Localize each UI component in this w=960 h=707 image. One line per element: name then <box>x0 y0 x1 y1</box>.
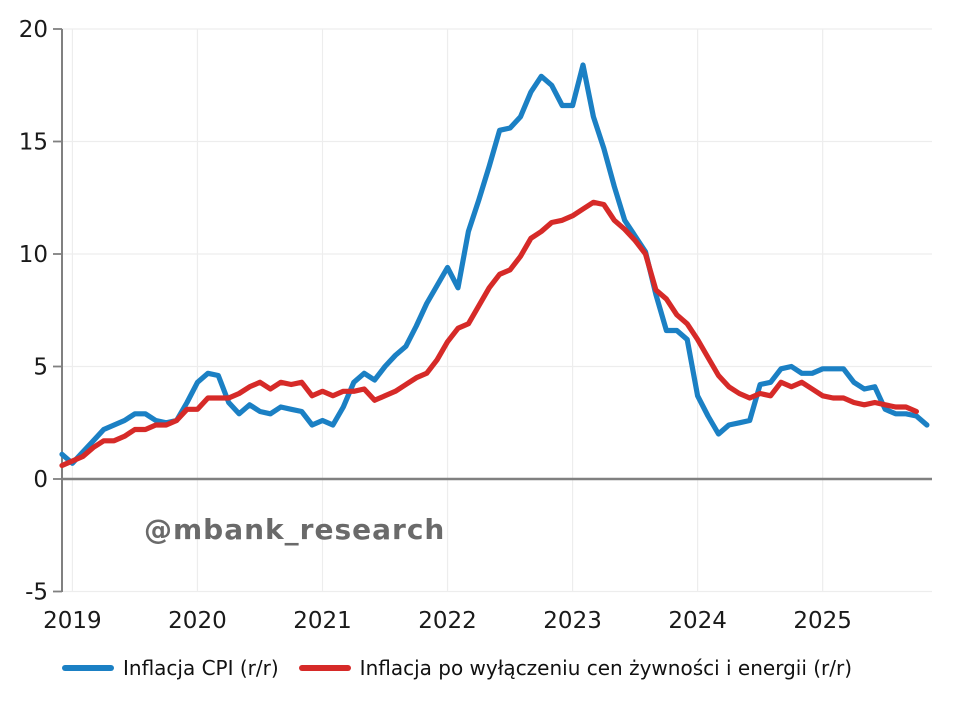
y-tick-label: 10 <box>19 242 48 268</box>
cpi-line <box>59 62 930 466</box>
legend: Inflacja CPI (r/r) Inflacja po wyłączeni… <box>62 656 852 680</box>
legend-item-core: Inflacja po wyłączeniu cen żywności i en… <box>298 656 853 680</box>
x-tick-label: 2022 <box>418 608 477 634</box>
x-tick-label: 2023 <box>543 608 602 634</box>
x-tick-label: 2025 <box>793 608 852 634</box>
y-tick-label: 20 <box>19 17 48 43</box>
x-tick-label: 2021 <box>293 608 352 634</box>
x-tick-label: 2019 <box>43 608 102 634</box>
legend-label-core: Inflacja po wyłączeniu cen żywności i en… <box>359 656 853 680</box>
core-line <box>59 199 920 469</box>
cpi-line-swatch <box>62 665 114 671</box>
y-tick-label: 0 <box>33 467 48 493</box>
y-tick-label: 15 <box>19 130 48 156</box>
y-tick-label: -5 <box>25 580 48 606</box>
legend-label-cpi: Inflacja CPI (r/r) <box>123 656 279 680</box>
x-tick-label: 2020 <box>168 608 227 634</box>
x-tick-label: 2024 <box>668 608 727 634</box>
y-tick-label: 5 <box>33 355 48 381</box>
watermark: @mbank_research <box>144 513 446 546</box>
core-line-swatch <box>298 665 351 671</box>
legend-item-cpi: Inflacja CPI (r/r) <box>62 656 279 680</box>
